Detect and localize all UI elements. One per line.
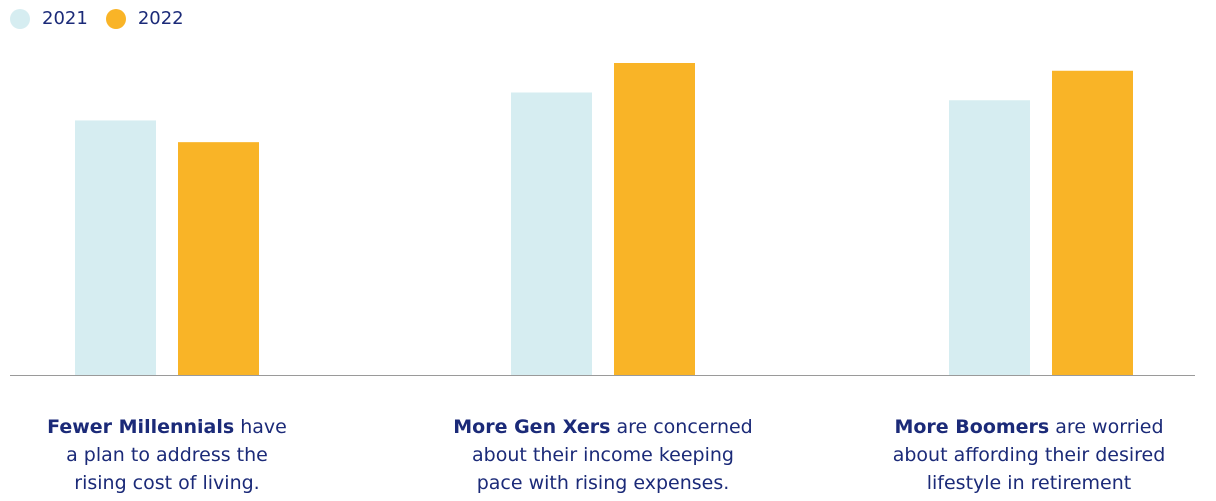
caption-rest: are concerned xyxy=(610,416,753,438)
category-caption-millennials: Fewer Millennials have a plan to address… xyxy=(7,413,327,497)
caption-line: More Gen Xers are concerned xyxy=(443,413,763,441)
caption-line: pace with rising expenses. xyxy=(476,472,730,494)
legend: 2021 2022 xyxy=(10,8,202,29)
caption-rest: have xyxy=(234,416,287,438)
caption-line: lifestyle in retirement xyxy=(926,472,1132,494)
caption-bold: More Boomers xyxy=(894,416,1050,438)
bar-millennials-2021 xyxy=(75,120,156,376)
bar-boomers-2022 xyxy=(1052,70,1133,375)
caption-line: More Boomers are worried xyxy=(869,413,1189,441)
bar-gen-x-2022 xyxy=(614,63,695,375)
legend-swatch-2022 xyxy=(105,8,126,29)
caption-rest: are worried xyxy=(1049,416,1164,438)
bar-boomers-2021 xyxy=(949,100,1030,376)
legend-swatch-2021 xyxy=(10,8,30,29)
category-caption-boomers: More Boomers are worried about affording… xyxy=(869,413,1189,497)
bar-gen-x-2021 xyxy=(511,92,592,375)
legend-item-2022: 2022 xyxy=(105,8,184,29)
bar-millennials-2022 xyxy=(178,142,259,375)
caption-line: a plan to address the xyxy=(66,444,268,466)
caption-line: about affording their desired xyxy=(892,444,1166,466)
caption-bold: Fewer Millennials xyxy=(47,416,235,438)
caption-line: rising cost of living. xyxy=(74,472,260,494)
category-caption-gen-x: More Gen Xers are concerned about their … xyxy=(443,413,763,497)
caption-line: about their income keeping xyxy=(472,444,734,466)
caption-line: Fewer Millennials have xyxy=(7,413,327,441)
legend-item-2021: 2021 xyxy=(10,8,88,29)
caption-bold: More Gen Xers xyxy=(453,416,611,438)
legend-label-2021: 2021 xyxy=(42,8,88,29)
legend-label-2022: 2022 xyxy=(137,8,184,29)
